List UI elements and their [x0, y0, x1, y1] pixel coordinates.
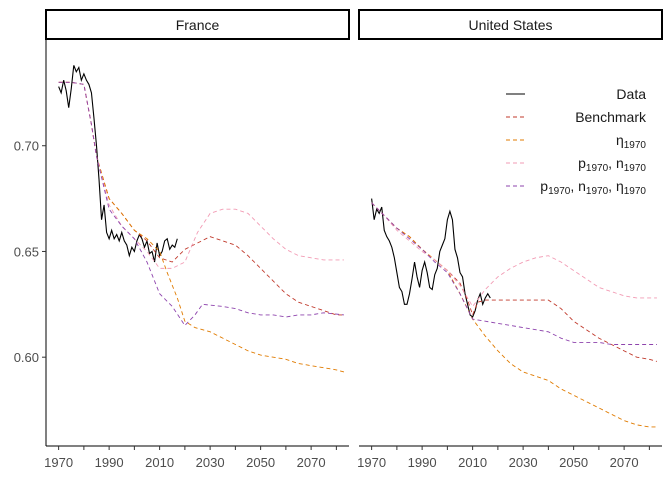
- legend-label-p1970-n1970-eta1970: p1970, n1970, η1970: [540, 178, 646, 197]
- x-tick-label: 1990: [95, 455, 124, 470]
- legend-item-data: Data: [506, 86, 646, 102]
- series-group-united-states: [371, 198, 658, 428]
- legend-item-p1970-n1970: p1970, n1970: [506, 155, 646, 174]
- series-line-united-states-data: [371, 198, 491, 318]
- series-line-united-states-p1970-n1970: [371, 202, 657, 308]
- x-tick-label: 2070: [297, 455, 326, 470]
- strip-box-united-states: [358, 9, 663, 40]
- x-tick-label: 2050: [559, 455, 588, 470]
- y-ticks: 0.60 0.65 0.70: [14, 139, 46, 365]
- panel-title-united-states: United States: [468, 17, 552, 33]
- x-tick-label: 2030: [509, 455, 538, 470]
- legend-label-eta1970: η1970: [616, 132, 646, 151]
- x-ticks-united-states: 1970 1990 2010 2030 2050 2070: [357, 446, 650, 470]
- axes: [45, 40, 662, 447]
- x-tick-label: 2030: [196, 455, 225, 470]
- legend: Data Benchmark η1970 p1970, n1970 p1970, n19…: [506, 86, 647, 197]
- legend-item-p1970-n1970-eta1970: p1970, n1970, η1970: [506, 178, 646, 197]
- panel-title-france: France: [176, 17, 220, 33]
- strip-box-france: [45, 9, 350, 40]
- series-line-france-data: [58, 65, 178, 263]
- y-tick-label: 0.70: [14, 139, 39, 154]
- panel-us-strip: United States: [358, 9, 663, 40]
- legend-label-p1970-n1970: p1970, n1970: [578, 155, 646, 174]
- legend-item-eta1970: η1970: [506, 132, 646, 151]
- y-tick-label: 0.65: [14, 244, 39, 259]
- series-line-united-states-p1970-n1970-eta1970: [371, 202, 657, 345]
- x-tick-label: 1970: [44, 455, 73, 470]
- y-tick-label: 0.60: [14, 350, 39, 365]
- series-line-france-p1970-n1970-eta1970: [58, 81, 344, 327]
- panel-france-strip: France: [45, 9, 350, 40]
- x-tick-label: 1970: [357, 455, 386, 470]
- x-tick-label: 2010: [145, 455, 174, 470]
- x-tick-label: 2050: [246, 455, 275, 470]
- legend-label-data: Data: [616, 86, 646, 102]
- x-tick-label: 2010: [458, 455, 487, 470]
- series-group-france: [58, 65, 345, 373]
- x-ticks-france: 1970 1990 2010 2030 2050 2070: [44, 446, 337, 470]
- legend-item-benchmark: Benchmark: [506, 109, 647, 125]
- legend-label-benchmark: Benchmark: [575, 109, 647, 125]
- x-tick-label: 2070: [610, 455, 639, 470]
- x-tick-label: 1990: [408, 455, 437, 470]
